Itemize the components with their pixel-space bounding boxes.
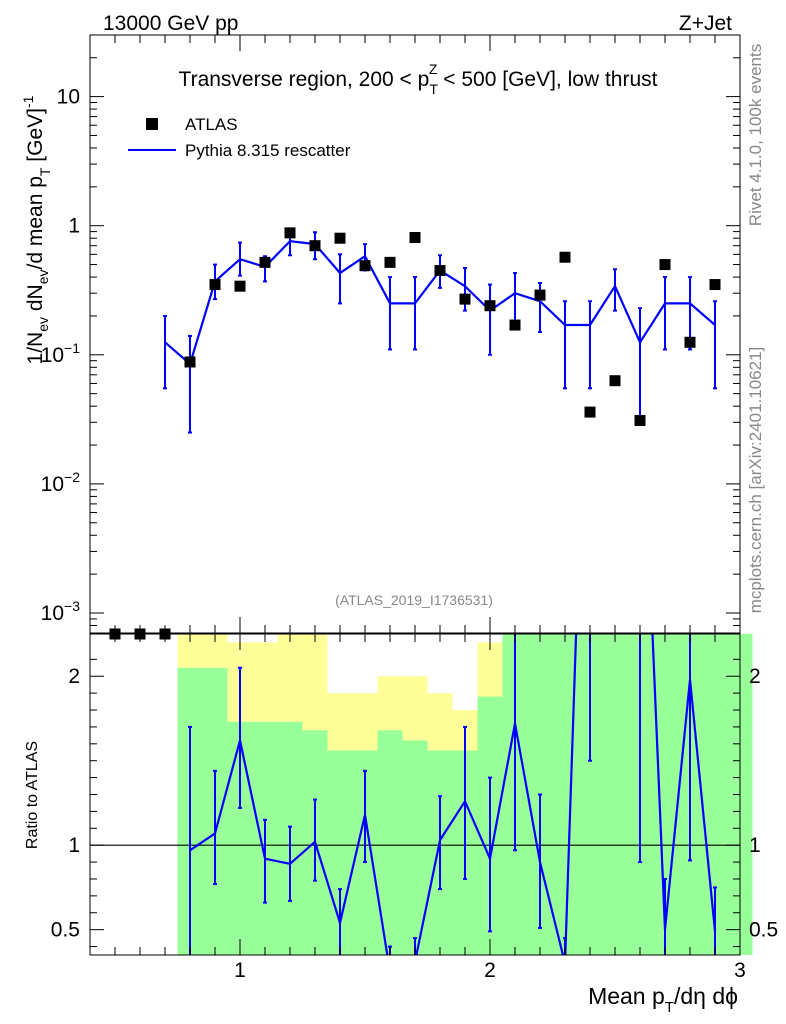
x-tick-label: 1 — [234, 959, 246, 982]
ratio-series-line — [189, 634, 717, 955]
ratio-y-tick-label-right: 2 — [749, 665, 761, 688]
legend-atlas-marker — [146, 118, 158, 130]
atlas-data-point — [684, 336, 696, 348]
ratio-y-tick-label-left: 0.5 — [51, 919, 80, 942]
atlas-data-point — [409, 232, 421, 244]
atlas-data-point — [509, 319, 521, 331]
main-y-axis-label: 1/Nev dNev/d mean pT [GeV]-1 — [20, 95, 53, 364]
atlas-data-point — [559, 251, 571, 263]
atlas-data-point — [384, 256, 396, 268]
ratio-y-tick-label-right: 1 — [749, 834, 761, 857]
atlas-data-point — [209, 279, 221, 291]
main-y-tick-label: 10 — [57, 86, 80, 109]
ratio-y-axis-label: Ratio to ATLAS — [24, 741, 41, 849]
atlas-data-point — [334, 232, 346, 244]
atlas-data-point — [659, 259, 671, 271]
ratio-panel-content — [90, 634, 753, 955]
ratio-band-green — [602, 634, 628, 955]
x-tick-label: 3 — [734, 959, 746, 982]
atlas-data-point — [309, 240, 321, 252]
atlas-data-point — [359, 260, 371, 272]
atlas-data-point — [234, 280, 246, 292]
main-y-tick-label: 10−3 — [41, 598, 81, 625]
atlas-data-point — [184, 356, 196, 368]
atlas-data-point — [434, 264, 446, 276]
main-y-tick-label: 10−1 — [41, 340, 81, 367]
ratio-y-tick-label-right: 0.5 — [749, 919, 778, 942]
mcplots-url-label: mcplots.cern.ch [arXiv:2401.10621] — [746, 347, 765, 613]
atlas-data-point — [609, 375, 621, 387]
legend-mc-label: Pythia 8.315 rescatter — [185, 141, 351, 160]
ratio-y-tick-label-left: 2 — [68, 665, 80, 688]
atlas-data-point — [484, 300, 496, 312]
header-left-label: 13000 GeV pp — [103, 12, 238, 35]
main-title: Transverse region, 200 < pTZ < 500 [GeV]… — [179, 61, 658, 97]
atlas-data-point — [459, 293, 471, 305]
header-right-label: Z+Jet — [679, 12, 732, 35]
x-axis-label: Mean pT/dη dϕ — [588, 983, 738, 1016]
main-panel-content — [109, 227, 721, 640]
atlas-data-point — [259, 256, 271, 268]
ratio-panel-axes: 0.5 0.5 1 1 2 2 1 2 3 — [51, 634, 778, 982]
ratio-y-tick-label-left: 1 — [68, 834, 80, 857]
rivet-version-label: Rivet 4.1.0, 100k events — [746, 44, 765, 226]
atlas-data-point — [584, 406, 596, 418]
legend-atlas-label: ATLAS — [185, 115, 238, 134]
main-y-tick-label: 1 — [68, 215, 80, 238]
analysis-id-label: (ATLAS_2019_I1736531) — [335, 592, 493, 608]
atlas-data-point — [534, 289, 546, 301]
main-y-tick-label: 10−2 — [41, 469, 81, 496]
x-tick-label: 2 — [484, 959, 496, 982]
atlas-data-point — [634, 414, 646, 426]
main-panel-axes: 10 1 10−1 10−2 10−3 — [41, 34, 740, 634]
atlas-data-point — [284, 227, 296, 239]
atlas-data-point — [709, 279, 721, 291]
